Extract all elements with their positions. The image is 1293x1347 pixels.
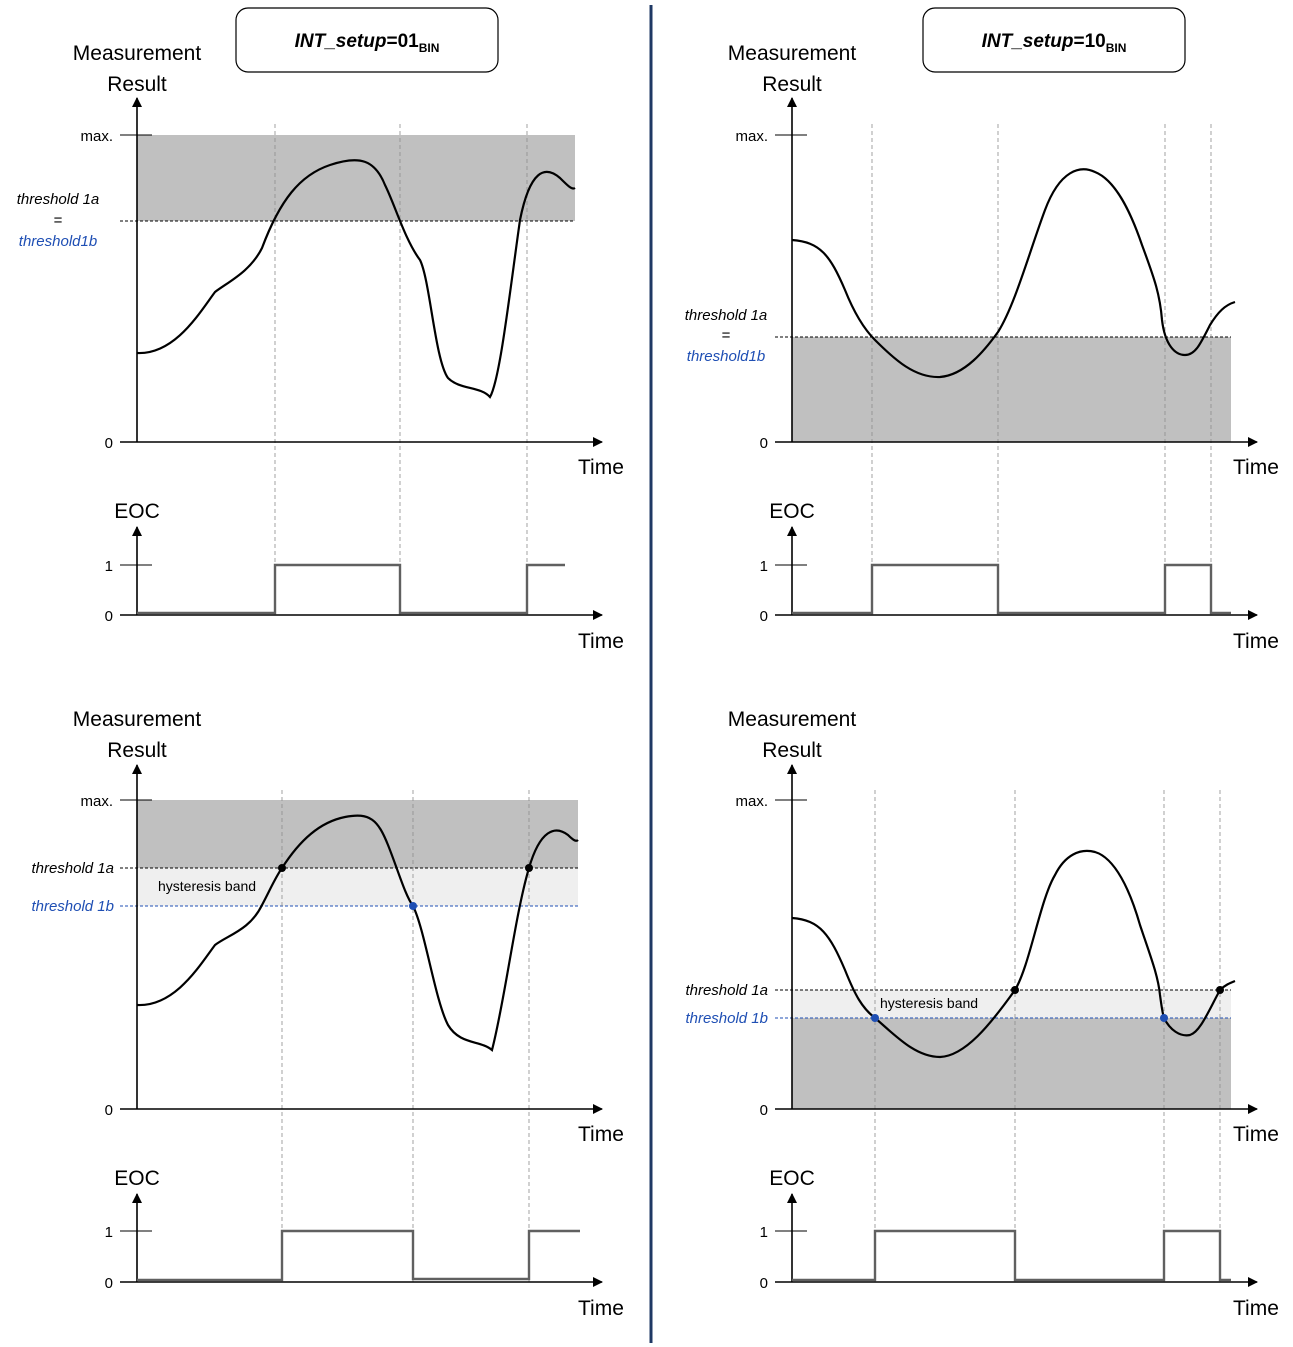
one-label: 1 bbox=[105, 1224, 113, 1241]
equals-label: = bbox=[54, 212, 63, 229]
mode-subscript: BIN bbox=[1106, 41, 1127, 55]
mode-value: 01 bbox=[398, 31, 420, 52]
zero-label: 0 bbox=[760, 1102, 768, 1119]
max-label: max. bbox=[735, 793, 768, 810]
threshold-1a-label: threshold 1a bbox=[31, 860, 114, 877]
guide-lines bbox=[274, 124, 528, 615]
y-axis-label-line2: Result bbox=[107, 739, 167, 762]
y-axis-label-line2: Result bbox=[107, 73, 167, 96]
hysteresis-band-label: hysteresis band bbox=[158, 878, 256, 894]
eoc-label: EOC bbox=[769, 500, 815, 523]
time-label: Time bbox=[578, 1297, 624, 1320]
mode-header-right: INT_setup=10BIN bbox=[922, 7, 1186, 73]
threshold-crossing-1b-dot bbox=[409, 902, 417, 910]
max-label: max. bbox=[80, 128, 113, 145]
zero-label: 0 bbox=[760, 608, 768, 625]
threshold-1a-label: threshold 1a bbox=[17, 191, 100, 208]
eoc-label: EOC bbox=[114, 1167, 160, 1190]
eoc-signal bbox=[137, 1229, 580, 1282]
guide-lines bbox=[874, 790, 1221, 1282]
eoc-label: EOC bbox=[769, 1167, 815, 1190]
zero-label: 0 bbox=[105, 1275, 113, 1292]
max-label: max. bbox=[80, 793, 113, 810]
hysteresis-band bbox=[137, 868, 578, 906]
equals-label: = bbox=[722, 327, 731, 344]
threshold-crossing-1b-dot bbox=[1160, 1014, 1168, 1022]
time-label: Time bbox=[578, 630, 624, 653]
one-label: 1 bbox=[760, 1224, 768, 1241]
panel-bottom-left: Measurement Result max. 0 Time threshold… bbox=[31, 708, 624, 1282]
eoc-bottom-left: EOC 1 0 Time bbox=[105, 1167, 624, 1320]
mode-subscript: BIN bbox=[419, 41, 440, 55]
time-label: Time bbox=[1233, 630, 1279, 653]
eoc-label: EOC bbox=[114, 500, 160, 523]
zero-label: 0 bbox=[105, 1102, 113, 1119]
mode-value: 10 bbox=[1085, 31, 1106, 52]
guide-lines bbox=[871, 124, 1212, 615]
zero-label: 0 bbox=[105, 435, 113, 452]
time-label: Time bbox=[578, 456, 624, 479]
eoc-signal bbox=[792, 563, 1231, 615]
zero-label: 0 bbox=[105, 608, 113, 625]
threshold-crossing-1a-dot bbox=[278, 864, 286, 872]
y-axis-label-line2: Result bbox=[762, 739, 822, 762]
svg-text:INT_setup=01BIN: INT_setup=01BIN bbox=[295, 31, 440, 55]
mode-name: INT_setup bbox=[982, 31, 1074, 52]
threshold-1b-label: threshold 1b bbox=[31, 898, 114, 915]
time-label: Time bbox=[578, 1123, 624, 1146]
guide-lines bbox=[281, 790, 530, 1282]
eoc-top-left: EOC 1 0 Time bbox=[105, 500, 624, 653]
measurement-curve bbox=[791, 168, 1236, 379]
y-axis-label-line1: Measurement bbox=[728, 42, 857, 65]
threshold-crossing-1a-dot bbox=[1216, 986, 1224, 994]
lower-region bbox=[792, 337, 1231, 442]
y-axis-label-line1: Measurement bbox=[73, 42, 202, 65]
y-axis-label-line1: Measurement bbox=[73, 708, 202, 731]
max-label: max. bbox=[735, 128, 768, 145]
threshold1b-label: threshold1b bbox=[19, 233, 97, 250]
time-label: Time bbox=[1233, 456, 1279, 479]
upper-region bbox=[137, 800, 578, 868]
panel-top-left: Measurement Result max. 0 Time threshold… bbox=[17, 42, 624, 615]
threshold1b-label: threshold1b bbox=[687, 348, 765, 365]
one-label: 1 bbox=[105, 558, 113, 575]
zero-label: 0 bbox=[760, 1275, 768, 1292]
upper-region bbox=[137, 135, 575, 221]
threshold-crossing-1b-dot bbox=[871, 1014, 879, 1022]
eoc-top-right: EOC 1 0 Time bbox=[760, 500, 1279, 653]
threshold-crossing-1a-dot bbox=[525, 864, 533, 872]
mode-eq: = bbox=[386, 31, 397, 52]
y-axis-label-line2: Result bbox=[762, 73, 822, 96]
time-label: Time bbox=[1233, 1123, 1279, 1146]
zero-label: 0 bbox=[760, 435, 768, 452]
lower-region bbox=[792, 1018, 1231, 1109]
mode-name: INT_setup bbox=[295, 31, 387, 52]
svg-text:INT_setup=10BIN: INT_setup=10BIN bbox=[982, 31, 1127, 55]
mode-eq: = bbox=[1073, 31, 1084, 52]
one-label: 1 bbox=[760, 558, 768, 575]
mode-header-left: INT_setup=01BIN bbox=[235, 7, 499, 73]
measurement-curve bbox=[136, 159, 576, 399]
threshold-1a-label: threshold 1a bbox=[685, 982, 768, 999]
threshold-crossing-1a-dot bbox=[1011, 986, 1019, 994]
hysteresis-band-label: hysteresis band bbox=[880, 995, 978, 1011]
threshold-1a-label: threshold 1a bbox=[685, 307, 768, 324]
eoc-signal bbox=[137, 563, 565, 615]
panel-top-right: Measurement Result max. 0 Time threshold… bbox=[685, 42, 1279, 615]
eoc-signal bbox=[792, 1229, 1231, 1282]
panel-bottom-right: Measurement Result max. 0 Time threshold… bbox=[685, 708, 1279, 1282]
y-axis-label-line1: Measurement bbox=[728, 708, 857, 731]
time-label: Time bbox=[1233, 1297, 1279, 1320]
threshold-1b-label: threshold 1b bbox=[685, 1010, 768, 1027]
eoc-bottom-right: EOC 1 0 Time bbox=[760, 1167, 1279, 1320]
